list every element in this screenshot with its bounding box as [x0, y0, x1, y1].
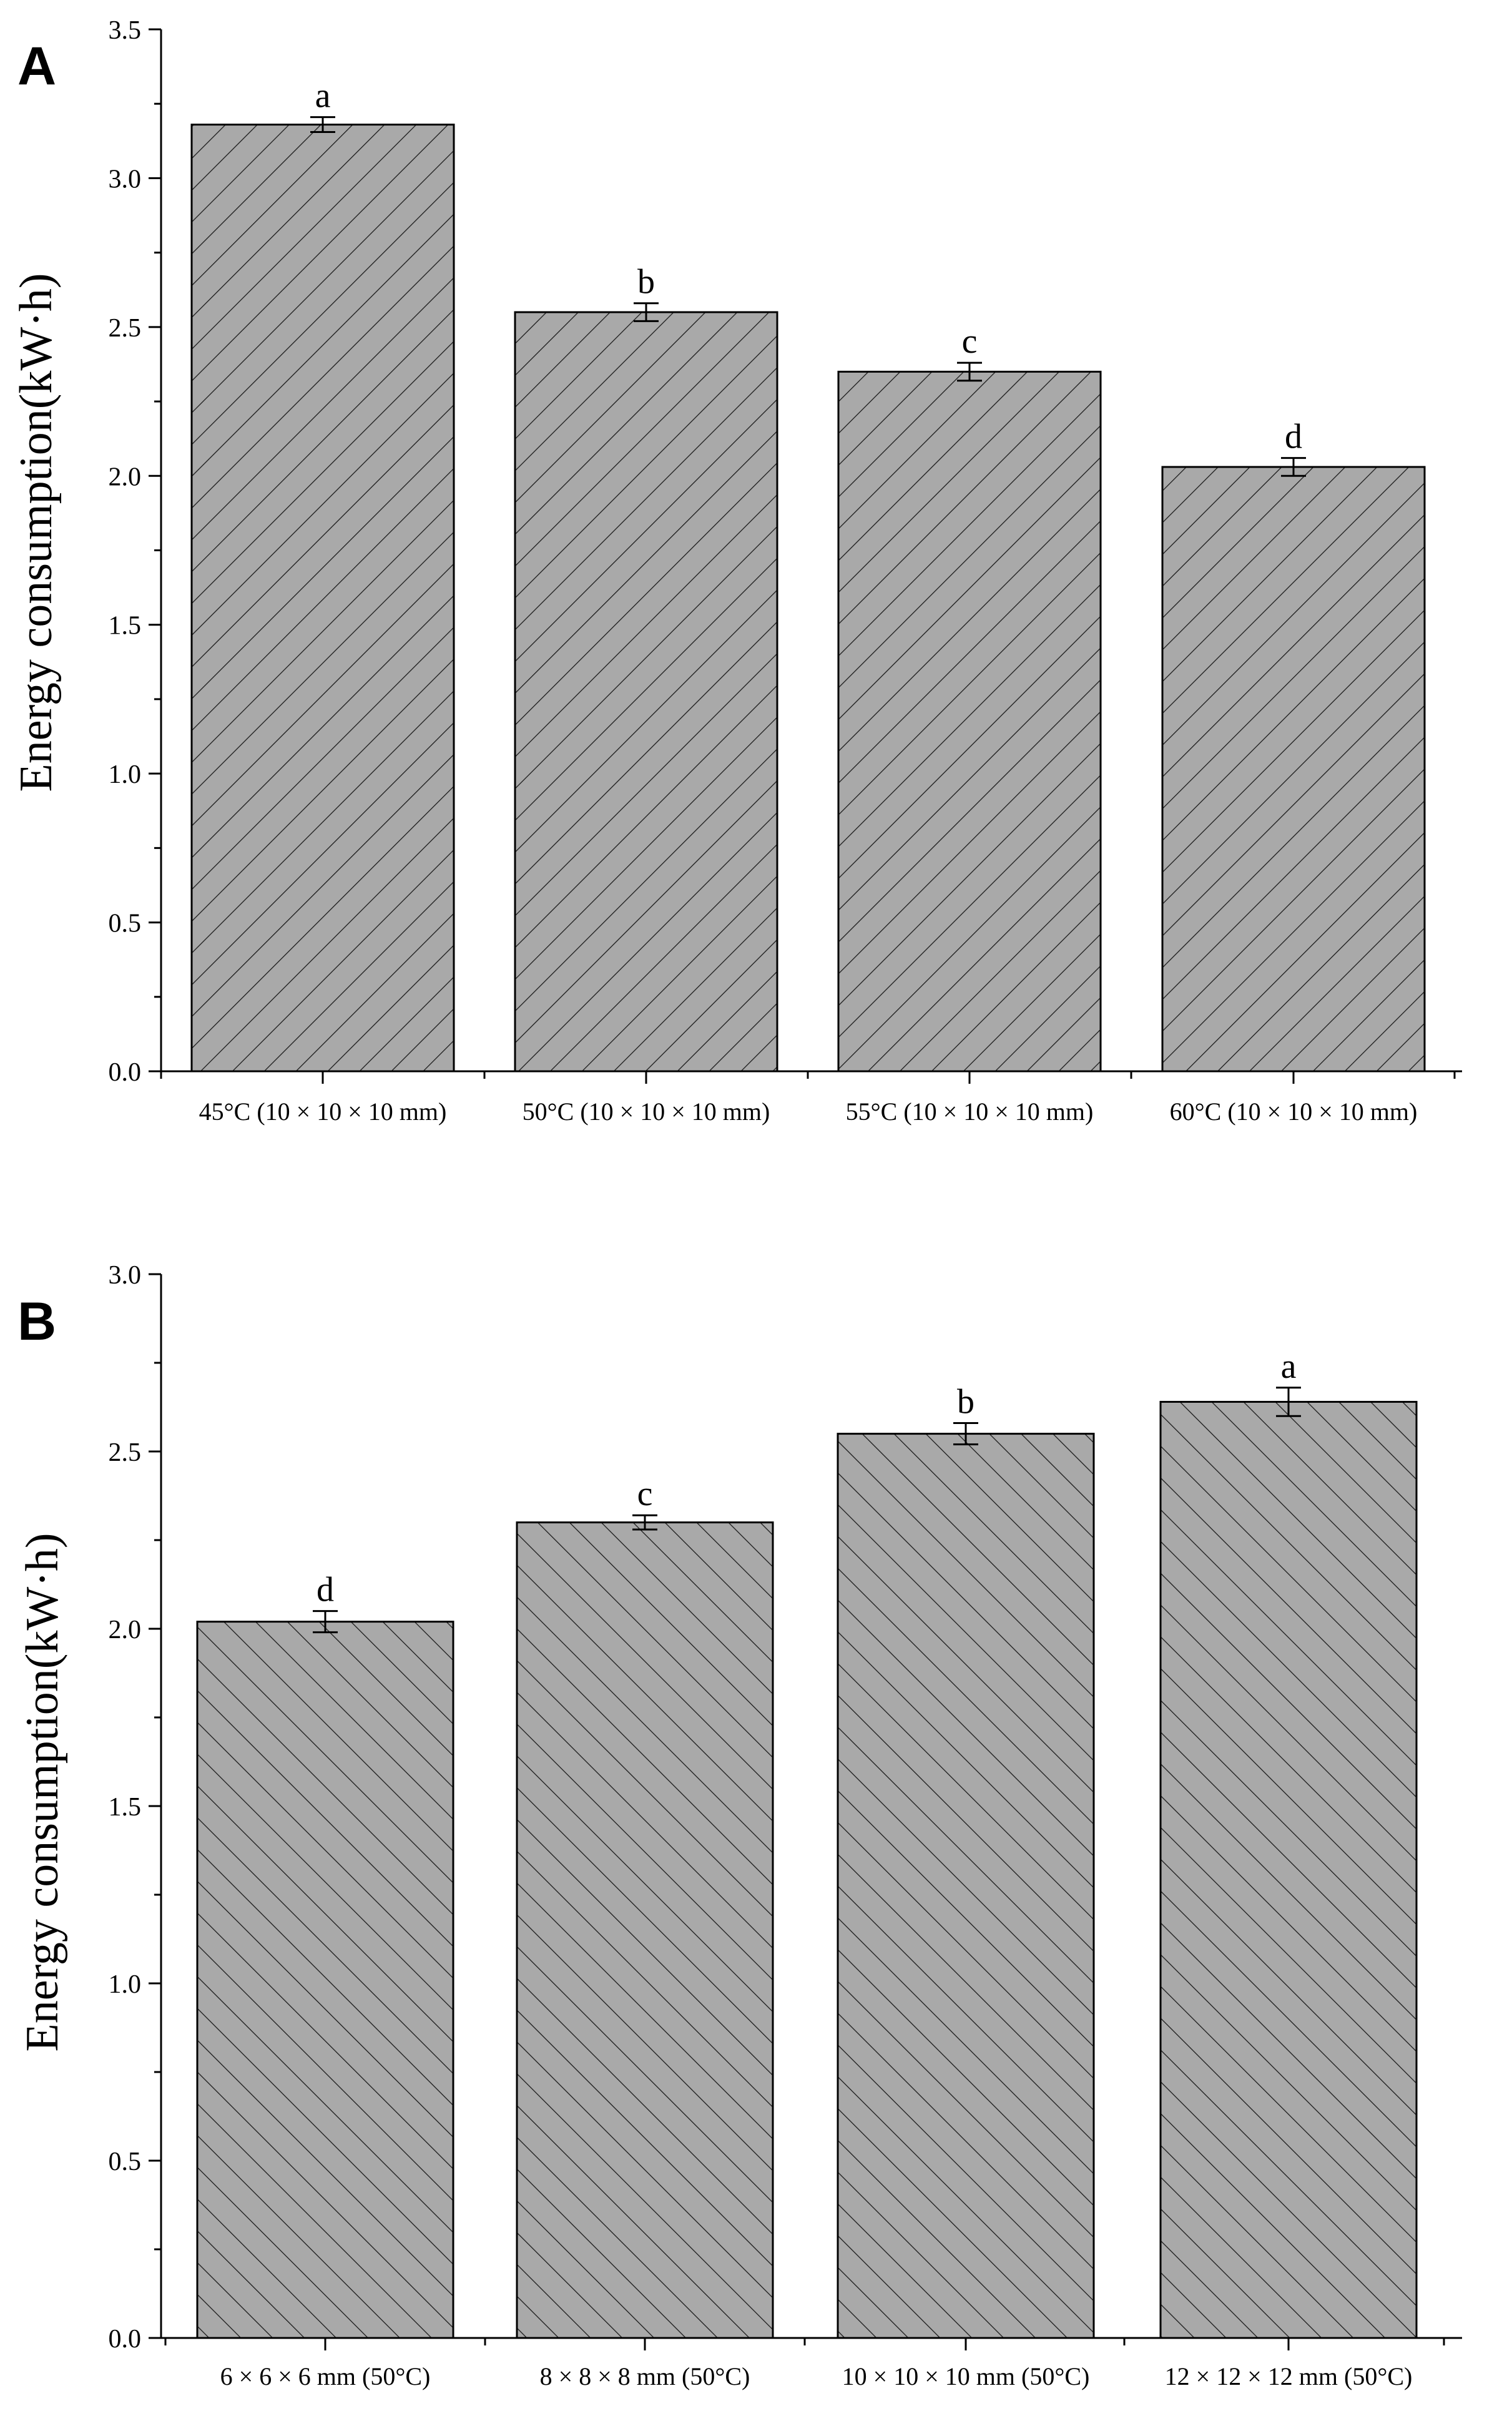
panel-b-significance-letter-3: b [957, 1383, 974, 1422]
panel-b-bar-2 [516, 1521, 774, 2339]
panel-b-chart: B Energy consumption(kW·h) 0.0 0.5 1.0 1.5 2… [17, 1261, 1462, 2390]
panel-b-significance-letter-2: c [637, 1475, 653, 1513]
panel-a-x-tick-label-2: 50°C (10 × 10 × 10 mm) [523, 1097, 770, 1126]
panel-b-bar-3 [837, 1433, 1095, 2339]
panel-b-error-bar-2 [632, 1514, 657, 1531]
panel-b-y-tick-label: 1.0 [109, 1970, 142, 1999]
panel-a-significance-letter-4: d [1285, 418, 1302, 456]
panel-a-y-tick-label: 0.5 [109, 910, 142, 938]
panel-a-y-tick-label: 3.0 [109, 165, 142, 194]
panel-b-y-tick-label: 0.5 [109, 2148, 142, 2176]
panel-b-y-tick-label: 3.0 [109, 1261, 142, 1290]
panel-a-significance-letter-2: b [637, 263, 655, 302]
panel-a-error-bar-4 [1281, 457, 1306, 477]
panel-b-x-tick-label-4: 12 × 12 × 12 mm (50°C) [1165, 2362, 1413, 2390]
panel-b-x-tick-label-2: 8 × 8 × 8 mm (50°C) [540, 2362, 750, 2390]
panel-b-bar-4 [1159, 1400, 1418, 2339]
panel-b-significance-letter-1: d [317, 1571, 334, 1609]
panel-a-x-tick-label-1: 45°C (10 × 10 × 10 mm) [199, 1097, 447, 1126]
panel-a-label: A [17, 36, 56, 96]
panel-a-y-tick-label: 1.5 [109, 612, 142, 641]
panel-b-bar-1 [196, 1621, 454, 2339]
panel-a-y-axis-label: Energy consumption(kW·h) [11, 273, 62, 792]
panel-a-y-tick-label: 2.0 [109, 463, 142, 491]
panel-b-y-tick-label: 2.0 [109, 1616, 142, 1644]
panel-b-error-bar-3 [953, 1422, 978, 1446]
panel-b-error-bar-1 [313, 1610, 338, 1634]
panel-b-x-tick-label-3: 10 × 10 × 10 mm (50°C) [842, 2362, 1090, 2390]
panel-b-y-tick-label: 2.5 [109, 1438, 142, 1467]
panel-a-significance-letter-3: c [962, 322, 978, 361]
panel-a-y-tick-label: 1.0 [109, 760, 142, 789]
panel-a-y-tick-label: 2.5 [109, 314, 142, 343]
panel-a-chart: A Energy consumption(kW·h) 0.0 0.5 1.0 1.5 2… [11, 16, 1462, 1126]
panel-a-y-tick-label: 0.0 [109, 1058, 142, 1087]
panel-a-y-tick-label: 3.5 [109, 16, 142, 45]
panel-a-x-tick-label-3: 55°C (10 × 10 × 10 mm) [846, 1097, 1094, 1126]
panel-b-error-bar-4 [1276, 1387, 1301, 1417]
panel-a-bar-1 [190, 124, 455, 1073]
panel-a-significance-letter-1: a [315, 77, 331, 115]
panel-a-error-bar-2 [634, 302, 659, 322]
panel-b-y-tick-label: 1.5 [109, 1793, 142, 1822]
panel-b-significance-letter-4: a [1281, 1347, 1297, 1386]
panel-a-error-bar-1 [310, 116, 335, 134]
panel-a-x-tick-label-4: 60°C (10 × 10 × 10 mm) [1170, 1097, 1418, 1126]
panel-a-bar-4 [1161, 466, 1426, 1073]
panel-b-x-tick-label-1: 6 × 6 × 6 mm (50°C) [220, 2362, 431, 2390]
panel-a-bar-3 [837, 370, 1102, 1073]
panel-b-y-axis-label: Energy consumption(kW·h) [17, 1533, 68, 2052]
panel-b-y-tick-label: 0.0 [109, 2325, 142, 2354]
panel-b-label: B [17, 1292, 56, 1352]
panel-a-error-bar-3 [957, 361, 982, 382]
panel-a-bar-2 [514, 311, 778, 1073]
